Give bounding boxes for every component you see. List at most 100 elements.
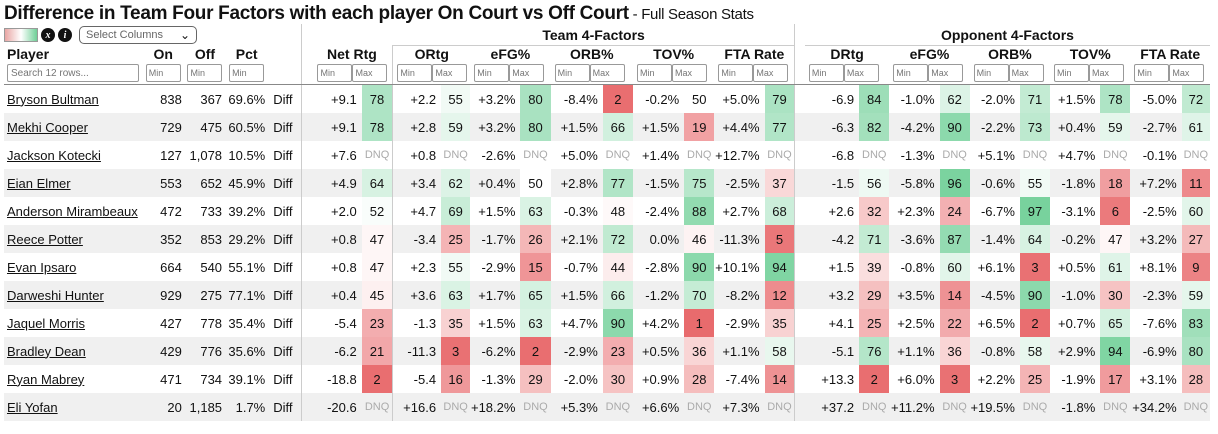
opp-fta-filter bbox=[1130, 62, 1210, 85]
efg-min-input[interactable] bbox=[474, 64, 510, 82]
player-link[interactable]: Reece Potter bbox=[7, 231, 83, 247]
opp-tov-min-input[interactable] bbox=[1054, 64, 1090, 82]
net-percentile: 21 bbox=[361, 337, 393, 365]
efg-value: +1.5% bbox=[478, 203, 516, 219]
player-link[interactable]: Anderson Mirambeaux bbox=[7, 203, 138, 219]
spacer bbox=[794, 141, 805, 169]
col-opp-fta[interactable]: FTA Rate bbox=[1140, 46, 1201, 62]
player-link[interactable]: Bradley Dean bbox=[7, 343, 86, 359]
orb-value: -8.4% bbox=[563, 91, 598, 107]
tov-percentile: 88 bbox=[684, 197, 715, 225]
off-cell: 367 bbox=[200, 91, 223, 107]
oefg-value: +3.5% bbox=[889, 281, 940, 309]
player-link[interactable]: Eli Yofan bbox=[7, 399, 58, 415]
off-min-input[interactable] bbox=[187, 64, 223, 82]
net-percentile: 23 bbox=[361, 309, 393, 337]
col-efg[interactable]: eFG% bbox=[490, 46, 531, 62]
ofta-value: +8.1% bbox=[1139, 259, 1177, 275]
drtg-percentile: 76 bbox=[859, 337, 890, 365]
on-min-input[interactable] bbox=[145, 64, 181, 82]
drtg-value: -1.5 bbox=[804, 169, 860, 197]
player-link[interactable]: Evan Ipsaro bbox=[7, 259, 77, 275]
col-player[interactable]: Player bbox=[7, 45, 50, 62]
diff-label: Diff bbox=[273, 203, 293, 219]
col-fta[interactable]: FTA Rate bbox=[724, 46, 785, 62]
opp-fta-max-input[interactable] bbox=[1169, 64, 1205, 82]
oorb-value: -4.5% bbox=[969, 281, 1020, 309]
col-off[interactable]: Off bbox=[194, 45, 216, 62]
net-rtg-min-input[interactable] bbox=[317, 64, 353, 82]
player-link[interactable]: Mekhi Cooper bbox=[7, 119, 88, 135]
col-pct[interactable]: Pct bbox=[235, 45, 258, 62]
oefg-percentile: 87 bbox=[939, 225, 970, 253]
efg-max-input[interactable] bbox=[509, 64, 545, 82]
orb-min-input[interactable] bbox=[554, 64, 590, 82]
opp-fta-min-input[interactable] bbox=[1134, 64, 1170, 82]
oefg-percentile: 96 bbox=[939, 169, 970, 197]
off-cell: 540 bbox=[200, 259, 223, 275]
player-cell: Evan Ipsaro bbox=[4, 253, 142, 281]
ortg-min-input[interactable] bbox=[397, 64, 433, 82]
select-columns-dropdown[interactable]: Select Columns ⌄ bbox=[79, 26, 197, 44]
drtg-max-input[interactable] bbox=[843, 64, 879, 82]
orb-percentile: 48 bbox=[602, 197, 633, 225]
player-search-input[interactable] bbox=[7, 64, 139, 83]
col-orb[interactable]: ORB% bbox=[569, 46, 614, 62]
efg-value: -1.3% bbox=[481, 371, 516, 387]
info-icon[interactable]: i bbox=[58, 28, 72, 42]
col-ortg[interactable]: ORtg bbox=[392, 45, 471, 62]
orb-max-input[interactable] bbox=[589, 64, 625, 82]
efg-percentile: 63 bbox=[520, 309, 551, 337]
fta-max-input[interactable] bbox=[753, 64, 789, 82]
diff-label: Diff bbox=[273, 91, 293, 107]
team-factors-header: Team 4-Factors bbox=[392, 24, 795, 46]
diff-label: Diff bbox=[268, 169, 302, 197]
col-tov[interactable]: TOV% bbox=[653, 46, 695, 62]
color-scale-legend-icon[interactable] bbox=[4, 28, 38, 42]
off-cell: 1,078 bbox=[189, 147, 223, 163]
tov-max-input[interactable] bbox=[671, 64, 707, 82]
opp-tov-max-input[interactable] bbox=[1089, 64, 1125, 82]
net-percentile: 78 bbox=[361, 84, 393, 113]
net-rtg-max-input[interactable] bbox=[352, 64, 388, 82]
col-drtg[interactable]: DRtg bbox=[830, 46, 864, 62]
player-link[interactable]: Bryson Bultman bbox=[7, 91, 99, 107]
opp-efg-min-input[interactable] bbox=[893, 64, 929, 82]
oefg-percentile: DNQ bbox=[942, 149, 967, 161]
opp-orb-max-input[interactable] bbox=[1008, 64, 1044, 82]
orb-value: -2.9% bbox=[550, 337, 603, 365]
drtg-min-input[interactable] bbox=[808, 64, 844, 82]
fta-min-input[interactable] bbox=[718, 64, 754, 82]
player-link[interactable]: Ryan Mabrey bbox=[7, 371, 85, 387]
tov-value: -1.2% bbox=[632, 281, 685, 309]
col-net-rtg[interactable]: Net Rtg bbox=[311, 45, 392, 62]
net-percentile: 78 bbox=[361, 113, 393, 141]
spacer bbox=[794, 365, 805, 393]
orb-value: +5.3% bbox=[550, 393, 603, 421]
player-link[interactable]: Jaquel Morris bbox=[7, 315, 86, 331]
player-link[interactable]: Eian Elmer bbox=[7, 175, 71, 191]
oorb-percentile: 55 bbox=[1019, 169, 1051, 197]
col-on[interactable]: On bbox=[153, 45, 173, 62]
tov-value: +1.4% bbox=[641, 147, 680, 163]
oorb-value: -1.4% bbox=[969, 225, 1020, 253]
opp-orb-min-input[interactable] bbox=[973, 64, 1009, 82]
ofta-value: +34.2% bbox=[1130, 393, 1182, 421]
ortg-filter bbox=[392, 62, 471, 85]
col-opp-efg[interactable]: eFG% bbox=[909, 46, 950, 62]
ortg-max-input[interactable] bbox=[432, 64, 468, 82]
fta-value: -2.9% bbox=[725, 315, 760, 331]
ofta-percentile: DNQ bbox=[1183, 149, 1209, 161]
table-row: Bradley Dean 429 776 35.6% Diff -6.2 21 -11.3 3-… bbox=[4, 337, 1210, 365]
tov-min-input[interactable] bbox=[636, 64, 672, 82]
pct-min-input[interactable] bbox=[229, 64, 265, 82]
col-opp-orb[interactable]: ORB% bbox=[988, 46, 1032, 62]
title-main: Difference in Team Four Factors with eac… bbox=[4, 3, 629, 24]
player-link[interactable]: Darweshi Hunter bbox=[7, 287, 104, 303]
player-link[interactable]: Jackson Kotecki bbox=[7, 147, 101, 163]
col-opp-tov[interactable]: TOV% bbox=[1069, 46, 1111, 62]
ortg-percentile: 3 bbox=[441, 337, 471, 365]
fta-percentile: 68 bbox=[764, 197, 795, 225]
opp-efg-max-input[interactable] bbox=[928, 64, 964, 82]
clear-filters-icon[interactable]: x bbox=[41, 28, 55, 42]
